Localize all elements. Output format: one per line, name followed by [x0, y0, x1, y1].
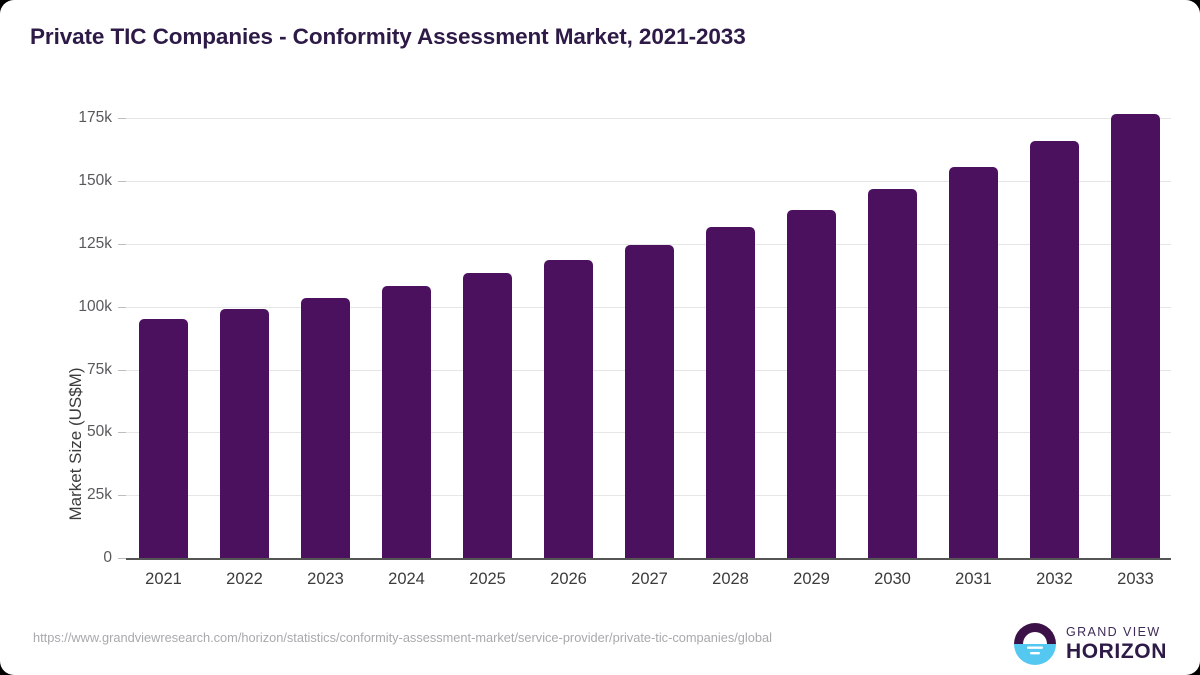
x-tick-label-2033: 2033 [1117, 570, 1154, 588]
y-tick-mark [118, 244, 126, 245]
y-tick-label: 50k [87, 423, 112, 441]
bar-2025[interactable] [463, 272, 512, 558]
gridline [126, 181, 1171, 183]
bar-2027[interactable] [625, 244, 674, 558]
plot-area [126, 100, 1171, 560]
x-axis-line [126, 558, 1171, 560]
x-tick-label-2032: 2032 [1036, 570, 1073, 588]
y-tick-label: 25k [87, 486, 112, 504]
y-tick-label: 100k [78, 297, 112, 315]
y-tick-mark [118, 558, 126, 559]
x-tick-label-2027: 2027 [631, 570, 668, 588]
y-tick-label: 0 [103, 549, 112, 566]
x-tick-label-2026: 2026 [550, 570, 587, 588]
bar-2033[interactable] [1111, 113, 1160, 558]
bar-2029[interactable] [787, 209, 836, 558]
y-tick-mark [118, 369, 126, 371]
x-tick-label-2030: 2030 [874, 570, 911, 588]
bar-2026[interactable] [544, 260, 593, 558]
x-tick-label-2031: 2031 [955, 570, 992, 588]
x-tick-label-2021: 2021 [145, 570, 182, 588]
bar-2031[interactable] [949, 167, 998, 558]
x-tick-label-2028: 2028 [712, 570, 749, 588]
logo-line-2: HORIZON [1065, 640, 1167, 664]
x-tick-label-2024: 2024 [388, 570, 425, 588]
y-tick-mark [118, 181, 126, 183]
horizon-logo-icon [1013, 622, 1057, 666]
y-tick-mark [118, 432, 126, 434]
y-tick-label: 150k [78, 172, 112, 190]
y-tick-mark [118, 306, 126, 308]
bar-2028[interactable] [706, 227, 755, 558]
x-tick-label-2022: 2022 [226, 570, 263, 588]
bar-2030[interactable] [868, 188, 917, 558]
bar-2023[interactable] [301, 298, 350, 558]
y-tick-label: 175k [78, 109, 112, 127]
bar-2022[interactable] [220, 309, 269, 558]
x-tick-label-2023: 2023 [307, 570, 344, 588]
x-tick-label-2025: 2025 [469, 570, 506, 588]
logo-line-1: GRAND VIEW [1065, 624, 1161, 639]
x-tick-label-2029: 2029 [793, 570, 830, 588]
y-tick-mark [118, 495, 126, 497]
bar-2032[interactable] [1030, 141, 1079, 558]
x-tick-labels: 2021 2022 2023 2024 2025 2026 2027 2028 2029 2030… [126, 0, 1171, 675]
y-tick-mark [118, 118, 126, 120]
brand-logo: GRAND VIEW HORIZON [1013, 620, 1167, 668]
y-tick-label: 75k [87, 360, 112, 378]
page-title: Private TIC Companies - Conformity Asses… [30, 24, 746, 49]
gridline [126, 118, 1171, 120]
bar-2024[interactable] [382, 285, 431, 558]
logo-wordmark: GRAND VIEW HORIZON [1066, 626, 1167, 663]
y-tick-label: 125k [78, 235, 112, 252]
bar-series [126, 100, 1171, 558]
bar-2021[interactable] [139, 319, 188, 558]
source-url[interactable]: https://www.grandviewresearch.com/horizo… [33, 630, 772, 645]
